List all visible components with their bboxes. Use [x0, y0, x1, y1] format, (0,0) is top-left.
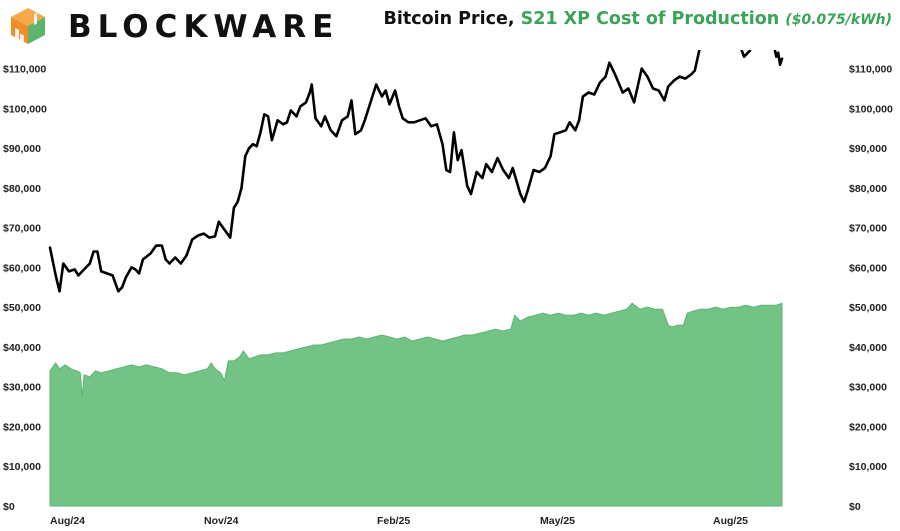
right-y-tick-label: $80,000	[849, 183, 887, 195]
bitcoin-price-line	[48, 50, 784, 293]
right-y-tick-label: $20,000	[849, 421, 887, 433]
right-y-tick-label: $30,000	[849, 382, 887, 394]
right-y-tick-label: $0	[849, 501, 861, 513]
chart-title: Bitcoin Price, S21 XP Cost of Production…	[384, 9, 892, 29]
left-y-tick-label: $70,000	[3, 223, 41, 235]
left-y-tick-label: $60,000	[3, 262, 41, 274]
right-y-tick-label: $110,000	[849, 64, 892, 76]
left-y-tick-label: $40,000	[3, 342, 41, 354]
price-cost-chart: $0 $10,000 $20,000 $30,000 $40,000 $50,000 $60…	[3, 50, 893, 527]
right-y-tick-label: $40,000	[849, 342, 887, 354]
left-y-tick-label: $80,000	[3, 183, 41, 195]
cost-area-layer	[49, 302, 783, 507]
title-electricity-rate: ($0.075/kWh)	[785, 12, 892, 28]
left-y-tick-label: $90,000	[3, 143, 41, 155]
cost-of-production-area	[49, 302, 783, 507]
right-y-tick-label: $10,000	[849, 461, 887, 473]
left-y-tick-label: $100,000	[3, 103, 47, 115]
title-bitcoin-price: Bitcoin Price,	[383, 9, 515, 29]
x-tick-label: Feb/25	[377, 515, 410, 527]
blockware-logo-icon	[11, 8, 45, 46]
right-y-axis: $0 $10,000 $20,000 $30,000 $40,000 $50,000 $60…	[849, 64, 893, 513]
right-y-tick-label: $50,000	[849, 302, 887, 314]
right-y-tick-label: $90,000	[849, 143, 887, 155]
x-axis: Aug/24 Nov/24 Feb/25 May/25 Aug/25	[50, 515, 748, 527]
x-tick-label: May/25	[540, 515, 575, 527]
right-y-tick-label: $100,000	[849, 103, 893, 115]
title-cost-of-production: S21 XP Cost of Production	[520, 9, 780, 29]
x-tick-label: Aug/24	[50, 515, 85, 527]
price-line-layer	[48, 50, 784, 293]
header: BLOCKWARE Bitcoin Price, S21 XP Cost of …	[0, 0, 900, 50]
left-y-tick-label: $30,000	[3, 382, 41, 394]
left-y-tick-label: $20,000	[3, 421, 41, 433]
left-y-tick-label: $110,000	[3, 64, 46, 76]
left-y-tick-label: $10,000	[3, 461, 41, 473]
right-y-tick-label: $70,000	[849, 223, 887, 235]
left-y-tick-label: $0	[3, 501, 15, 513]
left-y-tick-label: $50,000	[3, 302, 41, 314]
left-y-axis: $0 $10,000 $20,000 $30,000 $40,000 $50,000 $60…	[3, 64, 47, 513]
brand-name: BLOCKWARE	[68, 9, 340, 45]
right-y-tick-label: $60,000	[849, 262, 887, 274]
x-tick-label: Aug/25	[713, 515, 748, 527]
x-tick-label: Nov/24	[204, 515, 239, 527]
